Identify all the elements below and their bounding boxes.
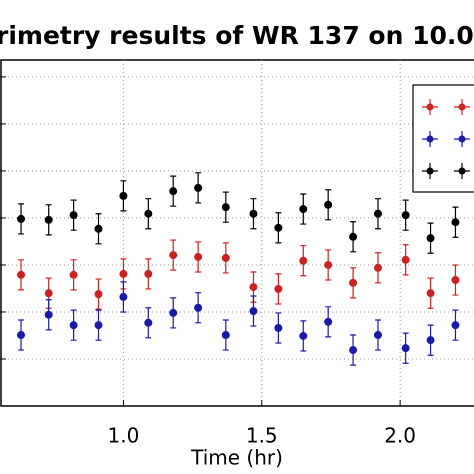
data-point (221, 253, 230, 262)
legend-marker (458, 135, 466, 143)
data-point (94, 224, 103, 233)
data-point (119, 191, 128, 200)
data-point (249, 209, 258, 218)
legend-marker (426, 103, 434, 111)
data-point (274, 284, 283, 293)
data-point (274, 323, 283, 332)
data-point (249, 283, 258, 292)
data-point (349, 278, 358, 287)
chart-title: rimetry results of WR 137 on 10.05 (0, 21, 474, 50)
data-point (373, 209, 382, 218)
data-point (194, 252, 203, 261)
data-point (324, 260, 333, 269)
data-point (144, 318, 153, 327)
legend-marker (458, 167, 466, 175)
data-point (373, 331, 382, 340)
data-point (299, 256, 308, 265)
data-point (401, 255, 410, 264)
data-point (274, 223, 283, 232)
data-point (94, 290, 103, 299)
data-point (221, 203, 230, 212)
data-point (299, 331, 308, 340)
data-point (349, 346, 358, 355)
data-point (119, 292, 128, 301)
data-point (324, 317, 333, 326)
data-point (401, 211, 410, 220)
data-point (451, 218, 460, 227)
data-point (373, 263, 382, 272)
data-point (194, 183, 203, 192)
data-point (349, 232, 358, 241)
data-point (401, 344, 410, 353)
data-point (169, 308, 178, 317)
data-point (194, 303, 203, 312)
plot-frame (0, 59, 474, 407)
legend-marker (426, 135, 434, 143)
data-point (451, 276, 460, 285)
x-tick-label: 1.0 (108, 424, 140, 448)
data-point (69, 270, 78, 279)
data-point (17, 214, 26, 223)
data-point (324, 200, 333, 209)
data-point (69, 321, 78, 330)
legend-marker (458, 103, 466, 111)
data-point (17, 270, 26, 279)
data-point (44, 215, 53, 224)
data-point (426, 289, 435, 298)
data-point (451, 321, 460, 330)
data-point (426, 336, 435, 345)
data-point (426, 234, 435, 243)
data-point (44, 289, 53, 298)
x-tick-label: 1.5 (246, 424, 278, 448)
data-point (17, 331, 26, 340)
data-point (221, 331, 230, 340)
data-point (169, 251, 178, 260)
data-point (249, 307, 258, 316)
data-point (144, 209, 153, 218)
data-point (44, 310, 53, 319)
data-point (69, 211, 78, 220)
x-axis-label: Time (hr) (190, 446, 283, 470)
data-point (144, 269, 153, 278)
data-point (94, 321, 103, 330)
legend-marker (426, 167, 434, 175)
data-point (299, 205, 308, 214)
x-tick-label: 2.0 (384, 424, 416, 448)
data-point (119, 269, 128, 278)
data-point (169, 187, 178, 196)
x-tick-label: 0.5 (0, 424, 1, 448)
